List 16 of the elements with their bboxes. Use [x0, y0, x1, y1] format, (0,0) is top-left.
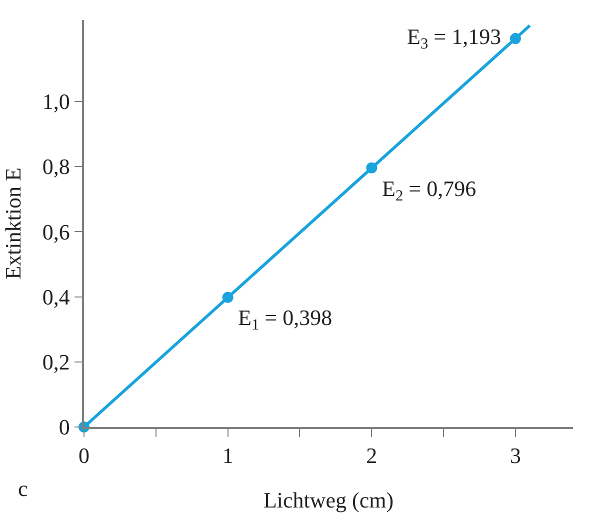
- x-tick-label: 2: [366, 443, 378, 468]
- text: c: [18, 476, 28, 501]
- x-tick-label: 3: [510, 443, 521, 468]
- y-tick-label: 0,6: [42, 219, 70, 244]
- annotation: E$_{3}$ = 1,193: [407, 24, 502, 53]
- x-tick-label: 1: [222, 443, 234, 468]
- annotation: E$_{1}$ = 0,398: [238, 305, 332, 334]
- y-tick-label: 0,4: [42, 284, 70, 310]
- x-axis-title: Lichtweg (cm): [263, 488, 394, 513]
- y-tick-label: 0,2: [42, 350, 70, 375]
- x-tick-label: 0: [78, 443, 90, 468]
- y-axis-title: Extinktion E: [0, 168, 26, 280]
- y-tick-label: 0,8: [42, 154, 70, 180]
- y-tick-label: 0: [58, 414, 70, 440]
- y-tick-label: 1,0: [42, 89, 70, 114]
- annotation: E$_{2}$ = 0,796: [382, 176, 476, 205]
